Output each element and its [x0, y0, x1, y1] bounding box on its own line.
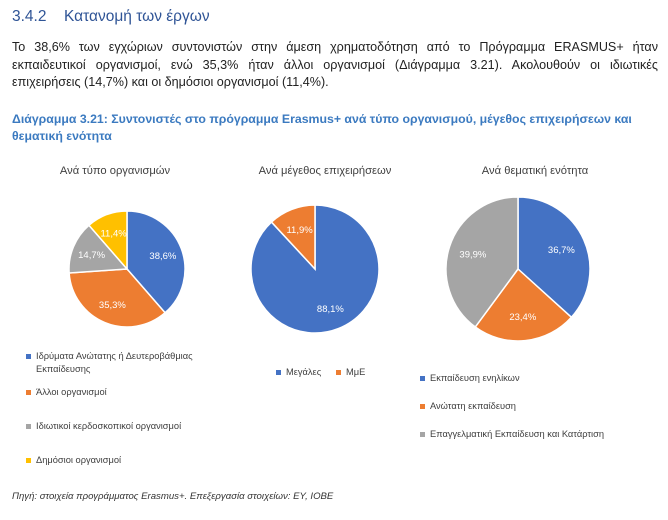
- section-number: 3.4.2: [12, 8, 47, 25]
- legend-swatch: [276, 370, 281, 375]
- pie-chart-company-size: Ανά μέγεθος επιχειρήσεων 88,1% 11,9% Μεγά…: [230, 158, 420, 488]
- pie-slice: [445, 196, 519, 329]
- legend-label: Επαγγελματική Εκπαίδευση και Κατάρτιση: [430, 429, 605, 439]
- data-label: 38,6%: [149, 251, 176, 262]
- legend-item: Δημόσιοι οργανισμοί: [26, 454, 216, 467]
- legend-swatch: [420, 376, 425, 381]
- legend-label: Ιδρύματα Ανώτατης ή Δευτεροβάθμιας Εκπαί…: [36, 351, 193, 374]
- legend-item: Μεγάλες: [276, 366, 321, 379]
- data-label: 11,4%: [100, 229, 127, 240]
- legend-item: ΜμΕ: [336, 366, 365, 379]
- legend-item: Ιδιωτικοί κερδοσκοπικοί οργανισμοί: [26, 420, 216, 433]
- legend-swatch: [26, 390, 31, 395]
- legend-label: Εκπαίδευση ενηλίκων: [430, 373, 520, 383]
- pie-slice: [474, 267, 573, 342]
- source-note: Πηγή: στοιχεία προγράμματος Erasmus+. Επ…: [12, 491, 334, 502]
- chart-title: Ανά μέγεθος επιχειρήσεων: [258, 165, 392, 177]
- legend-label: ΜμΕ: [346, 367, 366, 377]
- data-label: 88,1%: [317, 304, 344, 315]
- data-label: 14,7%: [78, 250, 105, 261]
- legend-label: Ιδιωτικοί κερδοσκοπικοί οργανισμοί: [36, 421, 182, 431]
- legend-label: Ανώτατη εκπαίδευση: [430, 401, 516, 411]
- legend-swatch: [26, 424, 31, 429]
- legend-swatch: [420, 404, 425, 409]
- legend-label: Δημόσιοι οργανισμοί: [36, 455, 122, 465]
- legend-item: Επαγγελματική Εκπαίδευση και Κατάρτιση: [420, 428, 648, 441]
- pie-chart-thematic-area: Ανά θεματική ενότητα 36,7% 23,4% 39,9% Εκπ…: [420, 158, 650, 488]
- pie-slice: [68, 268, 167, 328]
- legend-item: Ιδρύματα Ανώτατης ή Δευτεροβάθμιας Εκπαί…: [26, 350, 216, 376]
- pie-slice: [126, 210, 186, 314]
- legend-item: Ανώτατη εκπαίδευση: [420, 400, 648, 413]
- data-label: 11,9%: [286, 225, 313, 236]
- data-label: 36,7%: [548, 245, 575, 256]
- legend-label: Άλλοι οργανισμοί: [36, 387, 107, 397]
- chart-title: Ανά τύπο οργανισμών: [59, 165, 171, 177]
- pie-plot: 88,1% 11,9%: [250, 204, 380, 334]
- legend-item: Άλλοι οργανισμοί: [26, 386, 216, 399]
- pie-slice: [517, 196, 591, 319]
- chart-title: Ανά θεματική ενότητα: [481, 165, 589, 177]
- data-label: 23,4%: [509, 312, 536, 323]
- legend-swatch: [420, 432, 425, 437]
- pie-slice: [270, 204, 316, 271]
- legend-item: Εκπαίδευση ενηλίκων: [420, 372, 648, 385]
- legend-swatch: [336, 370, 341, 375]
- legend-swatch: [26, 458, 31, 463]
- pie-chart-organization-type: Ανά τύπο οργανισμών 38,6% 35,3% 14,7% 11,4%…: [10, 158, 220, 488]
- data-label: 35,3%: [99, 300, 126, 311]
- intro-paragraph: Το 38,6% των εγχώριων συντονιστών στην ά…: [12, 40, 658, 90]
- data-label: 39,9%: [459, 250, 486, 261]
- pie-plot: 36,7% 23,4% 39,9%: [445, 196, 591, 342]
- pie-slice: [87, 210, 128, 272]
- legend-swatch: [26, 354, 31, 359]
- pie-slice: [68, 224, 129, 274]
- figure-title: Διάγραμμα 3.21: Συντονιστές στο πρόγραμμ…: [12, 112, 632, 143]
- section-heading: 3.4.2 Κατανομή των έργων: [12, 8, 210, 26]
- pie-plot: 38,6% 35,3% 14,7% 11,4%: [68, 210, 186, 328]
- section-title: Κατανομή των έργων: [64, 8, 210, 25]
- legend-label: Μεγάλες: [286, 367, 322, 377]
